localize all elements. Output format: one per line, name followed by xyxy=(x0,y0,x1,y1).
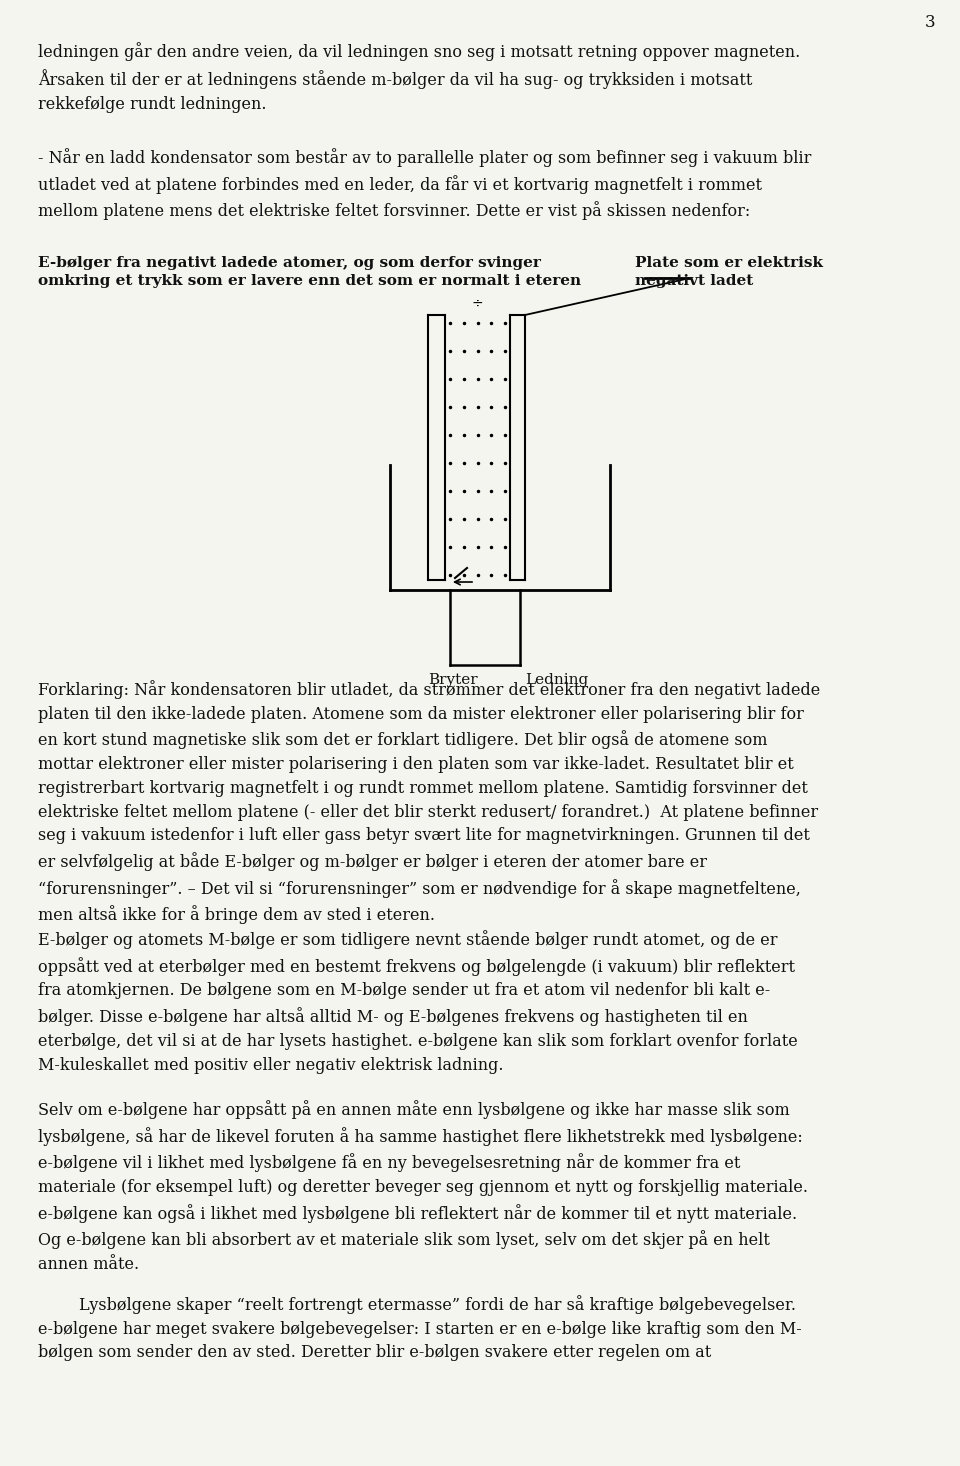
Text: - Når en ladd kondensator som består av to parallelle plater og som befinner seg: - Når en ladd kondensator som består av … xyxy=(38,148,811,220)
Text: Forklaring: Når kondensatoren blir utladet, da strømmer det elektroner fra den n: Forklaring: Når kondensatoren blir utlad… xyxy=(38,680,820,925)
Text: Bryter: Bryter xyxy=(428,673,478,688)
Text: 3: 3 xyxy=(924,15,935,31)
Text: E-bølger og atomets M-bølge er som tidligere nevnt stående bølger rundt atomet, : E-bølger og atomets M-bølge er som tidli… xyxy=(38,929,798,1073)
Text: negativt ladet: negativt ladet xyxy=(635,274,754,287)
Text: omkring et trykk som er lavere enn det som er normalt i eteren: omkring et trykk som er lavere enn det s… xyxy=(38,274,581,287)
Text: Lysbølgene skaper “reelt fortrengt etermasse” fordi de har så kraftige bølgebeve: Lysbølgene skaper “reelt fortrengt eterm… xyxy=(38,1294,802,1362)
Text: Ledning: Ledning xyxy=(525,673,588,688)
Text: E-bølger fra negativt ladede atomer, og som derfor svinger: E-bølger fra negativt ladede atomer, og … xyxy=(38,257,540,270)
Text: Plate som er elektrisk: Plate som er elektrisk xyxy=(635,257,823,270)
Text: ledningen går den andre veien, da vil ledningen sno seg i motsatt retning oppove: ledningen går den andre veien, da vil le… xyxy=(38,43,801,113)
Text: ÷: ÷ xyxy=(471,298,483,311)
Text: Selv om e-bølgene har oppsått på en annen måte enn lysbølgene og ikke har masse : Selv om e-bølgene har oppsått på en anne… xyxy=(38,1100,808,1272)
